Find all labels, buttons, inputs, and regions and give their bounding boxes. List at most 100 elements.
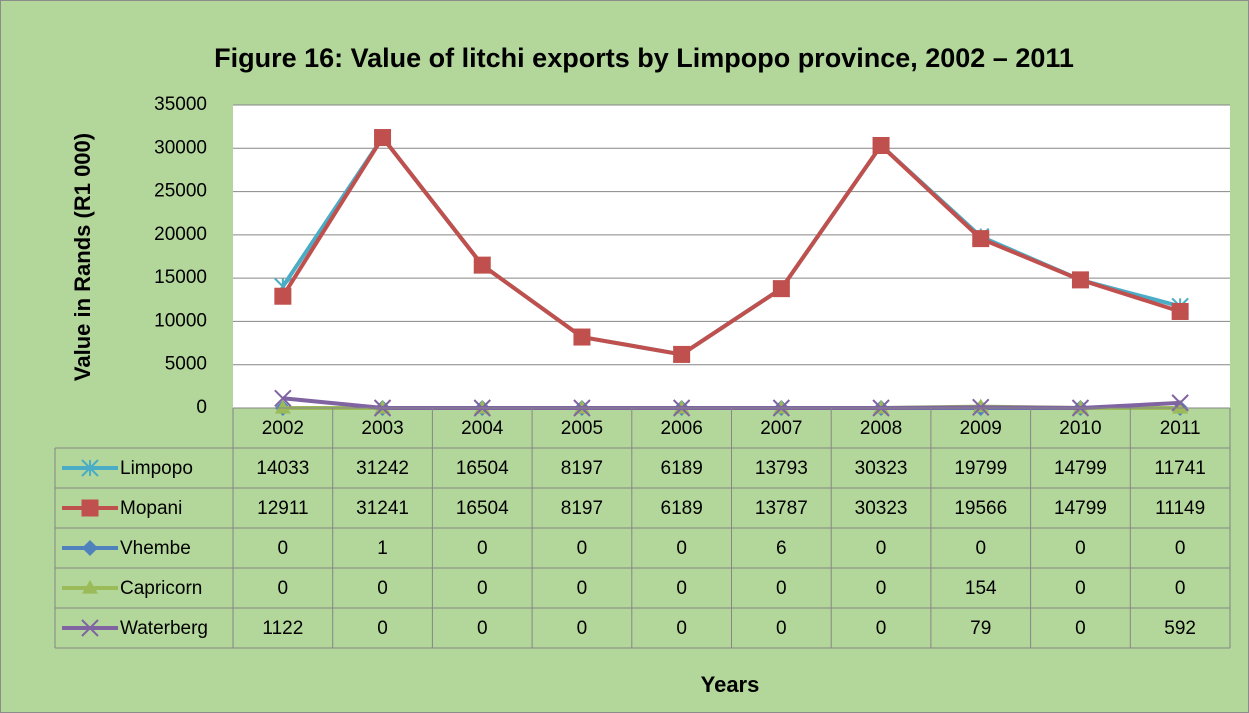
table-value: 1122 [262, 618, 303, 639]
marker [573, 328, 591, 346]
marker-shape [1172, 400, 1189, 414]
marker [972, 230, 990, 248]
table-value: 14033 [256, 458, 309, 479]
marker-shape [673, 345, 691, 363]
legend-label: Capricorn [120, 578, 202, 599]
table-value: 8197 [561, 458, 603, 479]
table-value: 0 [1075, 578, 1086, 599]
y-axis-label: Value in Rands (R1 000) [70, 133, 95, 381]
marker [772, 280, 790, 298]
table-value: 11149 [1155, 498, 1205, 519]
x-tick-label: 2009 [960, 418, 1002, 439]
x-tick-label: 2004 [461, 418, 504, 439]
marker [673, 345, 691, 363]
table-value: 0 [876, 578, 887, 599]
marker-shape [1071, 271, 1089, 289]
x-tick-label: 2005 [561, 418, 603, 439]
table-value: 0 [278, 538, 289, 559]
marker-shape [374, 129, 392, 147]
table-value: 31241 [356, 498, 409, 519]
table-value: 0 [377, 618, 388, 639]
marker [1071, 271, 1089, 289]
marker [1171, 302, 1189, 320]
marker-shape [573, 328, 591, 346]
marker-shape [81, 499, 99, 517]
table-value: 14799 [1054, 458, 1107, 479]
table-value: 0 [975, 538, 986, 559]
table-value: 13787 [755, 498, 808, 519]
marker [81, 619, 99, 637]
table-value: 0 [676, 538, 687, 559]
table-value: 16504 [456, 498, 509, 519]
legend-key [62, 619, 118, 637]
y-tick-label: 20000 [154, 224, 207, 245]
legend-key [62, 499, 118, 517]
x-tick-label: 2002 [262, 418, 304, 439]
x-tick-label: 2007 [760, 418, 802, 439]
marker-shape [82, 540, 98, 556]
table-value: 6 [776, 538, 787, 559]
y-tick-label: 5000 [165, 354, 207, 375]
plot-area [233, 105, 1230, 408]
table-value: 19799 [954, 458, 1007, 479]
table-value: 0 [776, 578, 787, 599]
table-value: 8197 [561, 498, 603, 519]
marker [274, 400, 291, 414]
table-value: 0 [278, 578, 289, 599]
legend-label: Waterberg [120, 618, 208, 639]
table-value: 6189 [661, 498, 703, 519]
marker-shape [972, 398, 990, 417]
table-value: 12911 [257, 498, 308, 519]
table-value: 0 [477, 618, 488, 639]
table-value: 31242 [356, 458, 409, 479]
table-value: 79 [970, 618, 991, 639]
table-value: 0 [1075, 618, 1086, 639]
legend-label: Limpopo [120, 458, 193, 479]
x-axis-label: Years [701, 672, 760, 697]
table-value: 0 [477, 538, 488, 559]
marker-shape [772, 280, 790, 298]
table-value: 0 [1175, 538, 1186, 559]
marker [82, 580, 98, 594]
table-value: 0 [676, 618, 687, 639]
x-tick-label: 2006 [661, 418, 703, 439]
marker-shape [972, 230, 990, 248]
table-value: 0 [876, 618, 887, 639]
legend-key [62, 540, 118, 556]
marker-shape [274, 287, 292, 305]
table-value: 0 [876, 538, 887, 559]
x-tick-label: 2010 [1059, 418, 1101, 439]
table-value: 592 [1164, 618, 1196, 639]
legend-label: Vhembe [120, 538, 191, 559]
marker [81, 499, 99, 517]
table-value: 154 [965, 578, 997, 599]
table-value: 6189 [661, 458, 703, 479]
y-tick-label: 25000 [154, 181, 207, 202]
table-value: 0 [676, 578, 687, 599]
marker-shape [81, 619, 99, 637]
series-line [281, 135, 1181, 357]
marker-shape [1171, 302, 1189, 320]
table-value: 0 [776, 618, 787, 639]
legend-label: Mopani [120, 498, 182, 519]
table-value: 0 [577, 578, 588, 599]
marker-shape [473, 256, 491, 274]
marker [81, 459, 99, 477]
y-tick-label: 30000 [154, 137, 207, 158]
y-tick-label: 15000 [154, 267, 207, 288]
marker [972, 398, 990, 417]
y-tick-label: 0 [196, 397, 207, 418]
x-tick-label: 2011 [1160, 418, 1201, 439]
table-value: 19566 [954, 498, 1007, 519]
table-value: 16504 [456, 458, 509, 479]
marker [374, 129, 392, 147]
marker-shape [82, 580, 98, 594]
y-tick-label: 10000 [154, 310, 207, 331]
marker [274, 389, 292, 407]
table-value: 0 [1175, 578, 1186, 599]
legend-key [62, 459, 118, 477]
marker-shape [274, 400, 291, 414]
table-value: 0 [477, 578, 488, 599]
table-value: 11741 [1154, 458, 1205, 479]
